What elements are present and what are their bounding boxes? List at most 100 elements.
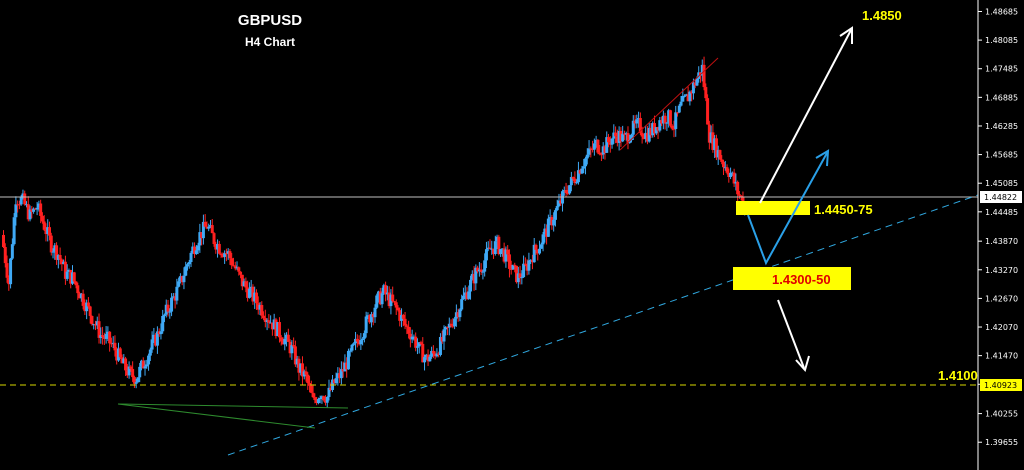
candle-body (277, 322, 281, 338)
candle-body (637, 118, 641, 120)
candle-body (178, 276, 182, 282)
candle-body (679, 101, 683, 106)
candle-body (187, 262, 191, 265)
candle-body (633, 120, 637, 124)
candle-body (647, 127, 651, 142)
candle-body (46, 227, 50, 235)
axis-tick-label: 1.43870 (985, 237, 1018, 246)
candle-body (279, 337, 283, 342)
candle-body (343, 362, 347, 372)
candle-body (474, 267, 478, 284)
candle-body (157, 331, 161, 335)
candle-body (198, 232, 202, 246)
candle-body (212, 233, 216, 244)
candle-body (421, 343, 425, 363)
candle-body (725, 167, 729, 173)
candle-body (184, 266, 188, 276)
candle-body (444, 327, 448, 330)
candle-body (175, 286, 179, 301)
candle-body (5, 263, 9, 278)
candle-body (56, 255, 60, 260)
candle-body (476, 267, 480, 272)
candle-body (339, 369, 343, 379)
candle-body (642, 136, 646, 139)
candle-body (240, 274, 244, 287)
candle-body (283, 338, 287, 345)
candle-body (63, 261, 67, 279)
candle-body (39, 203, 43, 216)
candle-body (569, 177, 573, 186)
candle-body (32, 208, 36, 212)
axis-tick-label: 1.43270 (985, 266, 1018, 275)
candle-body (584, 158, 588, 167)
candle-body (332, 379, 336, 384)
candle-body (387, 292, 391, 307)
candle-body (608, 142, 612, 145)
candle-body (217, 243, 221, 254)
candle-body (366, 315, 370, 317)
candle-body (617, 130, 621, 143)
candle-body (529, 259, 533, 261)
candle-body (92, 324, 96, 326)
candle-body (500, 248, 504, 250)
candles-layer (2, 56, 747, 408)
axis-tick-label: 1.47485 (985, 65, 1018, 74)
candle-body (194, 250, 198, 255)
candle-body (65, 271, 69, 279)
candle-body (603, 146, 607, 153)
zone-upper-label: 1.4450-75 (814, 202, 873, 217)
candle-body (129, 366, 133, 369)
candle-body (364, 316, 368, 334)
candle-body (341, 369, 345, 372)
candle-body (442, 329, 446, 342)
candle-body (90, 316, 94, 325)
candle-body (553, 210, 557, 220)
candle-body (208, 225, 212, 227)
candle-body (373, 307, 377, 318)
candle-body (53, 245, 57, 252)
candle-body (492, 248, 496, 254)
candle-body (263, 318, 267, 322)
candle-body (162, 314, 166, 316)
candle-body (346, 350, 350, 370)
candle-body (566, 193, 570, 195)
candle-body (7, 277, 11, 285)
candle-body (479, 269, 483, 272)
axis-tick-label: 1.45085 (985, 179, 1018, 188)
candle-body (362, 333, 366, 339)
candle-body (645, 132, 649, 142)
candle-body (382, 285, 386, 294)
candle-body (538, 248, 542, 254)
candle-body (338, 373, 342, 379)
candle-body (470, 273, 474, 280)
candle-body (378, 291, 382, 305)
candle-body (668, 110, 672, 126)
candle-body (681, 95, 685, 102)
candle-body (145, 364, 149, 367)
candle-body (147, 355, 151, 365)
candle-body (139, 360, 143, 367)
candle-body (684, 94, 688, 96)
candle-body (562, 190, 566, 192)
candle-body (233, 265, 237, 269)
candle-body (585, 154, 589, 159)
candle-body (515, 265, 519, 283)
candle-body (587, 148, 591, 155)
candle-body (78, 293, 82, 299)
candle-body (276, 322, 280, 337)
candle-body (564, 190, 568, 194)
candle-body (58, 255, 62, 260)
candle-body (26, 204, 30, 220)
candle-body (200, 232, 204, 239)
divergence-line-bottom (117, 403, 316, 429)
candle-body (513, 264, 517, 266)
candle-body (168, 311, 172, 313)
candle-body (329, 387, 333, 390)
support-label: 1.4100 (938, 368, 978, 383)
candle-body (658, 120, 662, 131)
candle-body (454, 312, 458, 319)
candle-body (173, 296, 177, 301)
support-price-tag (980, 379, 1022, 391)
candle-body (85, 302, 89, 312)
candle-body (111, 342, 115, 344)
